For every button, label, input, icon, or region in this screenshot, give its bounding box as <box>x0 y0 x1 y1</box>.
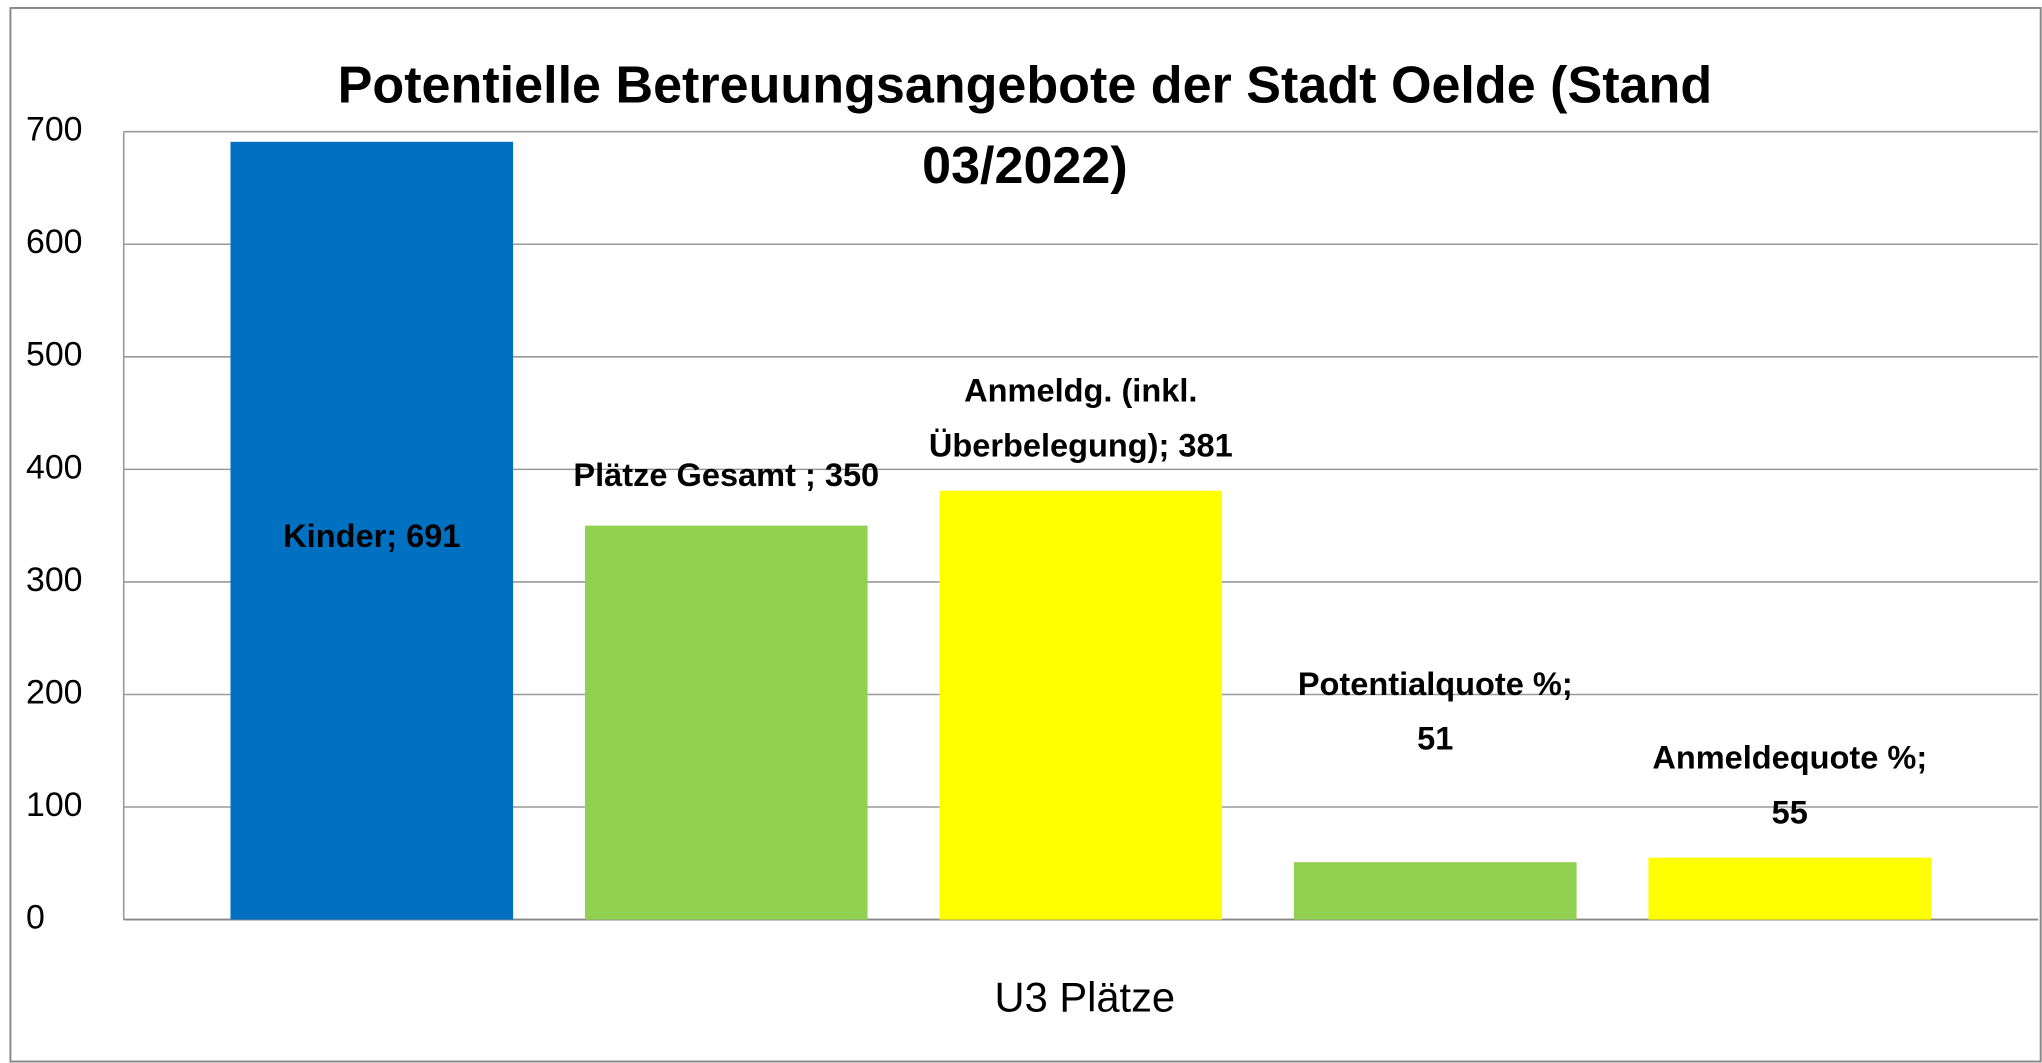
y-tick-label: 400 <box>26 448 82 486</box>
bar <box>939 490 1223 920</box>
y-tick-label: 300 <box>26 561 82 599</box>
bar <box>1293 862 1577 920</box>
y-tick-label: 600 <box>26 223 82 261</box>
data-label: Anmeldg. (inkl. <box>964 373 1197 409</box>
y-tick-label: 700 <box>26 111 82 149</box>
bar <box>1648 857 1932 920</box>
data-label: Plätze Gesamt ; 350 <box>573 457 879 493</box>
data-label: Potentialquote %; <box>1298 666 1573 702</box>
chart-title: Potentielle Betreuungsangebote der Stadt… <box>338 56 1712 114</box>
data-label: Kinder; 691 <box>283 518 460 554</box>
y-tick-label: 200 <box>26 673 82 711</box>
chart-title: 03/2022) <box>922 137 1128 195</box>
bar <box>584 525 868 920</box>
data-label: Überbelegung); 381 <box>929 427 1233 463</box>
y-tick-label: 500 <box>26 336 82 374</box>
data-label: 51 <box>1417 721 1453 757</box>
data-label: Anmeldequote %; <box>1652 740 1927 776</box>
data-label: 55 <box>1772 794 1808 830</box>
y-tick-label: 0 <box>26 899 45 937</box>
bar <box>230 141 514 920</box>
y-tick-label: 100 <box>26 786 82 824</box>
x-axis-label: U3 Plätze <box>995 973 1176 1020</box>
